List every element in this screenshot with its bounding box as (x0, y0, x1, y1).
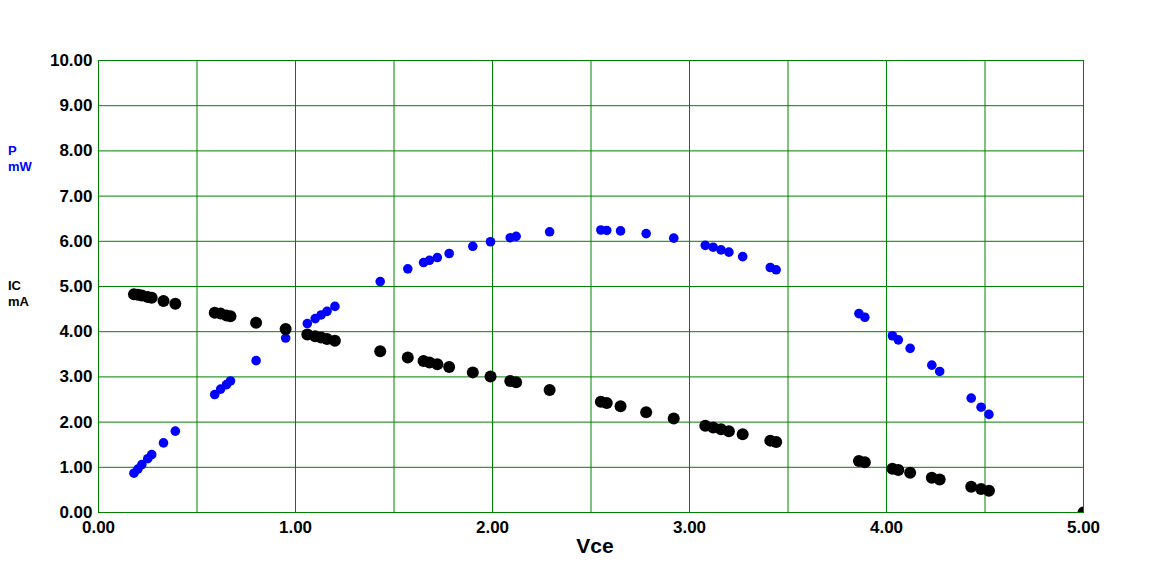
svg-text:7.00: 7.00 (59, 187, 92, 206)
html-text:P: P (8, 143, 17, 158)
svg-text:0.00: 0.00 (59, 502, 93, 522)
html-text:Vce: Vce (576, 534, 614, 557)
svg-text:8.00: 8.00 (59, 141, 92, 160)
svg-text:4.00: 4.00 (59, 322, 92, 341)
svg-text:5.00: 5.00 (59, 277, 92, 296)
svg-text:1.00: 1.00 (59, 458, 92, 477)
svg-text:3.00: 3.00 (59, 367, 92, 386)
svg-text:1.00: 1.00 (279, 518, 312, 537)
svg-text:2.00: 2.00 (59, 413, 92, 432)
html-text:mA: mA (8, 294, 29, 309)
svg-text:9.00: 9.00 (59, 96, 92, 115)
svg-text:3.00: 3.00 (673, 518, 706, 537)
html-text:IC: IC (8, 278, 21, 293)
svg-text:5.00: 5.00 (1067, 518, 1100, 537)
svg-text:2.00: 2.00 (476, 518, 509, 537)
svg-text:10.00: 10.00 (50, 51, 93, 70)
html-text:mW: mW (8, 159, 32, 174)
svg-text:0.00: 0.00 (82, 518, 115, 537)
svg-text:6.00: 6.00 (59, 232, 92, 251)
svg-text:4.00: 4.00 (870, 518, 903, 537)
